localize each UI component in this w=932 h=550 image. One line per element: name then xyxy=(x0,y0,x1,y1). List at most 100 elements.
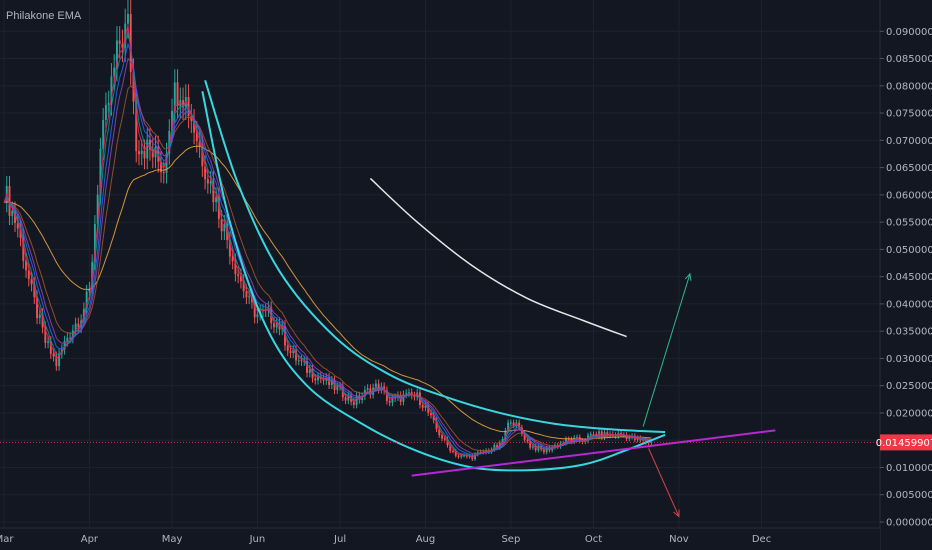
candle-body xyxy=(165,153,168,173)
candle-body xyxy=(162,172,165,174)
candle-body xyxy=(234,261,237,275)
price-tick-label: 0.02500000 xyxy=(886,381,932,392)
ema-line-ema_pink xyxy=(3,25,652,458)
candle-body xyxy=(457,455,460,457)
price-tick-label: 0.05500000 xyxy=(886,218,932,229)
candle-body xyxy=(30,279,33,285)
price-tick-label: 0.07500000 xyxy=(886,109,932,120)
candle-body xyxy=(154,146,157,158)
candle-body xyxy=(22,237,25,261)
price-tick-label: 0.09000000 xyxy=(886,27,932,38)
candle-body xyxy=(49,341,52,354)
candle-body xyxy=(74,323,77,331)
candle-body xyxy=(245,291,248,298)
candle-body xyxy=(55,356,58,367)
candle-body xyxy=(300,360,303,362)
candle-body xyxy=(592,434,595,436)
candle-body xyxy=(113,67,116,77)
candle-body xyxy=(126,14,129,24)
month-label: Nov xyxy=(669,534,689,545)
candle-body xyxy=(272,323,275,328)
month-label: Aug xyxy=(416,534,436,545)
candle-body xyxy=(25,260,28,271)
candle-body xyxy=(402,394,405,402)
candle-body xyxy=(454,451,457,456)
projection-curve[interactable] xyxy=(369,177,627,338)
ema-line-ema_brown xyxy=(3,85,652,452)
candle-body xyxy=(347,395,350,401)
arrow-up[interactable] xyxy=(642,273,691,427)
candle-body xyxy=(237,274,240,276)
candle-body xyxy=(173,82,176,111)
candle-body xyxy=(182,100,185,108)
candle-body xyxy=(198,141,201,147)
candle-body xyxy=(190,116,193,122)
candle-body xyxy=(135,101,138,152)
candle-body xyxy=(297,360,300,362)
candle-body xyxy=(115,40,118,68)
candle-body xyxy=(239,275,242,282)
candle-body xyxy=(531,446,534,448)
candle-body xyxy=(93,224,96,263)
candle-body xyxy=(352,401,355,405)
candle-body xyxy=(215,197,218,203)
candle-body xyxy=(642,439,645,441)
candle-body xyxy=(452,450,454,452)
price-tick-label: 0.02000000 xyxy=(886,408,932,419)
candle-body xyxy=(8,186,11,216)
candle-body xyxy=(438,429,441,436)
candle-body xyxy=(99,148,102,195)
month-label: Oct xyxy=(585,534,602,545)
candle-body xyxy=(88,288,91,292)
support-trendline[interactable] xyxy=(411,429,776,477)
candle-body xyxy=(102,119,105,149)
price-tick-label: 0.05000000 xyxy=(886,245,932,256)
arrow-down[interactable] xyxy=(648,448,680,517)
candle-body xyxy=(187,97,190,117)
price-tick-label: 0.04500000 xyxy=(886,272,932,283)
candle-body xyxy=(47,341,50,343)
current-price-tag: 0.01459907 xyxy=(876,434,932,451)
candle-body xyxy=(206,179,209,184)
candle-body xyxy=(435,420,438,430)
candle-body xyxy=(66,337,69,342)
candle-body xyxy=(463,455,466,457)
candle-body xyxy=(430,412,432,416)
lower-arc-curve[interactable] xyxy=(201,91,666,472)
month-label: Sep xyxy=(501,534,520,545)
candle-body xyxy=(242,281,245,292)
price-axis[interactable]: 0.09000000 0.08500000 0.08000000 0.07500000… xyxy=(879,0,932,550)
candle-body xyxy=(58,353,61,367)
month-label: Dec xyxy=(752,534,771,545)
time-axis[interactable]: Mar Apr May Jun Jul Aug Sep Oct Nov Dec xyxy=(0,527,880,550)
candle-body xyxy=(526,439,529,441)
candle-body xyxy=(140,150,143,155)
candle-body xyxy=(374,383,377,388)
candle-body xyxy=(110,76,113,104)
month-label: Jun xyxy=(249,534,266,545)
candle-body xyxy=(518,422,521,428)
candle-body xyxy=(449,445,452,451)
candle-body xyxy=(36,297,39,318)
candle-body xyxy=(77,323,80,328)
candle-body xyxy=(201,146,204,167)
candle-body xyxy=(85,291,88,309)
price-tick-label: 0.06500000 xyxy=(886,163,932,174)
upper-arc-curve[interactable] xyxy=(204,80,666,434)
arrow-up-head xyxy=(684,272,692,281)
candle-body xyxy=(441,435,443,439)
price-tick-label: 0.06000000 xyxy=(886,190,932,201)
candle-body xyxy=(132,71,135,102)
candle-body xyxy=(606,432,609,436)
price-tick-label: 0.03500000 xyxy=(886,327,932,338)
candle-body xyxy=(41,314,44,328)
candle-body xyxy=(171,110,174,131)
candle-body xyxy=(275,323,278,328)
candle-body xyxy=(19,228,22,238)
candle-body xyxy=(509,422,512,424)
candle-body xyxy=(11,210,14,216)
candle-body xyxy=(138,151,140,155)
price-tick-label: 0.00500000 xyxy=(886,490,932,501)
drawings xyxy=(201,80,776,518)
